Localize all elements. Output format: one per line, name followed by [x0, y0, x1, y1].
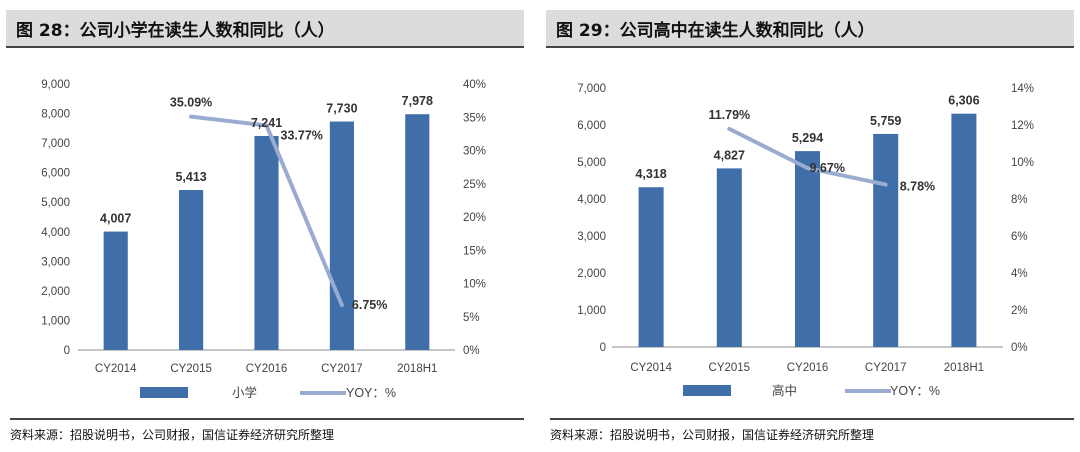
bar: [103, 231, 128, 350]
y-tick-left: 5,000: [577, 157, 606, 169]
legend-bar-label: 小学: [232, 385, 257, 400]
line-data-label: 35.09%: [170, 96, 212, 110]
y-tick-left: 6,000: [577, 120, 606, 132]
legend-bar-swatch: [683, 385, 731, 396]
x-tick-label: CY2014: [630, 362, 672, 374]
bar-data-label: 5,294: [792, 131, 823, 145]
bar: [951, 113, 977, 347]
bar: [638, 187, 664, 347]
line-data-label: 8.78%: [900, 180, 935, 194]
chart-panel-primary-students: 图 28：公司小学在读生人数和同比（人） 0 1,000 2,000 3,000 4,0…: [0, 0, 530, 452]
x-tick-label: CY2017: [865, 362, 907, 374]
y-tick-left: 8,000: [41, 109, 70, 121]
yoy-line: [189, 114, 344, 308]
y-tick-right: 25%: [463, 179, 486, 191]
y-tick-right: 8%: [1011, 194, 1028, 206]
y-tick-left: 2,000: [577, 268, 606, 280]
bar-data-label: 7,241: [251, 116, 282, 130]
legend-line-label: YOY：%: [890, 384, 940, 398]
y-tick-left: 0: [600, 342, 606, 354]
bar-data-label: 6,306: [948, 94, 979, 108]
bar: [873, 133, 899, 347]
bar: [405, 114, 430, 350]
y-tick-left: 0: [64, 345, 70, 357]
bar: [254, 135, 279, 350]
y-tick-left: 1,000: [41, 315, 70, 327]
y-tick-right: 10%: [1011, 157, 1034, 169]
bar: [329, 121, 354, 350]
line-data-label: 11.79%: [708, 108, 750, 122]
figure-title-bar: 图 29：公司高中在读生人数和同比（人）: [546, 10, 1074, 48]
bar: [179, 190, 204, 350]
y-tick-left: 3,000: [41, 256, 70, 268]
figure-title-bar: 图 28：公司小学在读生人数和同比（人）: [6, 10, 524, 48]
source-note: 资料来源：招股说明书，公司财报，国信证券经济研究所整理: [10, 418, 524, 443]
yoy-line: [727, 126, 888, 187]
y-tick-right: 20%: [463, 212, 486, 224]
y-tick-left: 9,000: [41, 79, 70, 91]
y-tick-right: 2%: [1011, 305, 1028, 317]
x-tick-label: CY2016: [246, 363, 288, 375]
source-note: 资料来源：招股说明书，公司财报，国信证券经济研究所整理: [550, 418, 1074, 443]
y-tick-right: 10%: [463, 279, 486, 291]
bar: [716, 168, 742, 347]
y-tick-right: 6%: [1011, 231, 1028, 243]
bar-data-label: 5,413: [175, 170, 206, 184]
y-tick-left: 4,000: [577, 194, 606, 206]
x-tick-label: CY2015: [170, 363, 212, 375]
y-tick-left: 3,000: [577, 231, 606, 243]
y-tick-right: 5%: [463, 312, 480, 324]
y-tick-right: 35%: [463, 112, 486, 124]
x-tick-label: 2018H1: [397, 363, 437, 375]
y-tick-left: 1,000: [577, 305, 606, 317]
y-tick-right: 4%: [1011, 268, 1028, 280]
y-tick-left: 6,000: [41, 168, 70, 180]
bar-data-label: 4,827: [714, 148, 745, 162]
line-data-label: 9.67%: [810, 161, 845, 175]
y-tick-right: 40%: [463, 79, 486, 91]
y-tick-left: 7,000: [577, 83, 606, 95]
y-tick-left: 2,000: [41, 286, 70, 298]
y-tick-left: 4,000: [41, 227, 70, 239]
chart-primary-students: 0 1,000 2,000 3,000 4,000 5,000 6,000 7,000 8,00…: [41, 79, 486, 400]
bar-data-label: 4,007: [100, 212, 131, 226]
chart-highschool-students: 0 1,000 2,000 3,000 4,000 5,000 6,000 7,000 0% 2%…: [577, 83, 1034, 398]
line-data-label: 33.77%: [281, 128, 323, 142]
legend-bar-swatch: [140, 387, 188, 398]
legend-line-label: YOY：%: [346, 386, 396, 400]
bar-data-label: 7,978: [402, 94, 433, 108]
figure-title: 图 29：公司高中在读生人数和同比（人）: [556, 21, 875, 41]
bar: [794, 151, 821, 347]
y-tick-right: 0%: [463, 345, 480, 357]
x-tick-label: 2018H1: [944, 362, 984, 374]
x-tick-label: CY2014: [95, 363, 137, 375]
x-tick-label: CY2015: [709, 362, 751, 374]
y-tick-right: 0%: [1011, 342, 1028, 354]
chart-panel-highschool-students: 图 29：公司高中在读生人数和同比（人） 0 1,000 2,000 3,000 4,0…: [540, 0, 1080, 452]
y-tick-left: 7,000: [41, 138, 70, 150]
bar-data-label: 5,759: [870, 114, 901, 128]
x-tick-label: CY2016: [787, 362, 829, 374]
legend-bar-label: 高中: [772, 383, 797, 398]
bar-data-label: 7,730: [326, 102, 357, 116]
y-tick-right: 12%: [1011, 120, 1034, 132]
line-data-label: 6.75%: [352, 298, 387, 312]
y-tick-right: 14%: [1011, 83, 1034, 95]
bar-data-label: 4,318: [635, 167, 666, 181]
x-tick-label: CY2017: [321, 363, 363, 375]
y-tick-right: 15%: [463, 245, 486, 257]
figure-title: 图 28：公司小学在读生人数和同比（人）: [16, 21, 335, 41]
y-tick-right: 30%: [463, 146, 486, 158]
y-tick-left: 5,000: [41, 197, 70, 209]
